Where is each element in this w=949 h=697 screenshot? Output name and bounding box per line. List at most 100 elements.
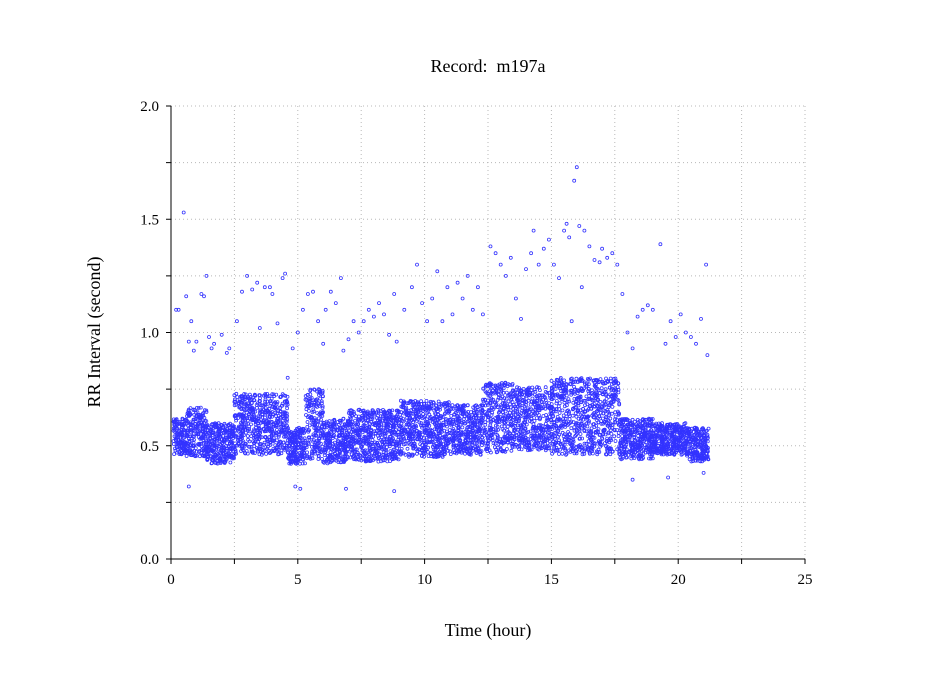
data-point [198,420,203,425]
data-point [204,438,209,443]
data-point [187,414,192,418]
data-point [354,422,359,427]
data-point [243,395,248,400]
data-point [205,456,210,461]
data-point [237,412,242,417]
data-point [313,397,318,402]
data-point [242,408,247,413]
data-point [197,454,202,459]
data-point [364,436,369,441]
data-point [382,416,387,421]
data-point [275,445,280,449]
data-point [288,458,293,463]
data-point [257,436,262,441]
data-point [354,452,359,457]
y-tick-label: 0.5 [140,439,159,455]
data-point [287,439,292,444]
data-point [387,415,392,420]
data-point [209,454,214,459]
data-point [363,412,368,417]
data-point [240,447,245,452]
data-point [557,401,562,406]
data-point [360,430,365,435]
data-point [356,452,361,457]
data-point [348,455,353,460]
data-point [350,436,354,440]
data-point [636,433,640,438]
data-point [378,432,383,437]
data-point [247,404,252,409]
data-point [349,452,354,457]
data-point [584,394,589,399]
data-point [613,439,618,443]
data-point [256,418,261,423]
data-point [543,385,548,390]
data-point [238,394,243,399]
data-point [186,408,191,413]
data-point [281,430,285,435]
data-point [347,440,352,445]
data-point [241,439,246,444]
data-point [388,409,393,414]
data-point [193,446,198,451]
data-point [244,422,249,427]
data-point [221,434,225,438]
data-point [184,454,189,458]
data-point [316,457,321,461]
data-point [380,440,385,445]
data-point [359,415,364,420]
data-point [260,409,264,414]
data-point [338,440,343,445]
data-point [186,410,191,415]
data-point [287,431,291,436]
data-point [567,417,572,422]
data-point [267,425,272,430]
data-point [287,444,292,449]
y-tick-label: 2.0 [140,99,159,115]
data-point [366,441,371,446]
data-point [362,440,367,445]
data-point [178,440,183,445]
data-point [343,439,348,444]
data-point [193,421,198,426]
data-point [205,423,210,427]
data-point [313,451,318,456]
data-point [343,445,348,449]
data-point [251,408,256,413]
data-point [393,455,398,460]
data-point [185,428,190,433]
data-point [395,452,399,457]
data-point [236,416,241,420]
data-point [383,447,388,452]
data-point [270,428,275,433]
data-point [356,437,361,442]
data-point [268,415,272,419]
data-point [252,427,257,432]
data-point [598,377,603,382]
data-point [329,427,334,432]
data-point [367,445,372,450]
data-point [249,415,254,420]
data-point [259,452,264,457]
data-point [206,444,211,449]
data-point [217,428,222,433]
data-points [171,165,711,494]
data-point [347,419,352,424]
data-point [198,436,203,441]
data-point [359,443,364,448]
data-point [191,444,196,449]
data-point [449,413,454,418]
data-point [209,461,214,466]
data-point [366,425,371,430]
data-point [268,399,273,403]
data-point [194,431,199,436]
data-point [194,414,199,419]
data-point [240,429,245,434]
axis-ticks: 0 5 10 15 20 250.00.51.01.52.0 [140,99,812,588]
data-point [321,459,326,464]
data-point [245,451,250,456]
data-point [324,435,329,440]
data-point [262,408,267,412]
data-point [509,448,514,453]
data-point [391,450,396,455]
